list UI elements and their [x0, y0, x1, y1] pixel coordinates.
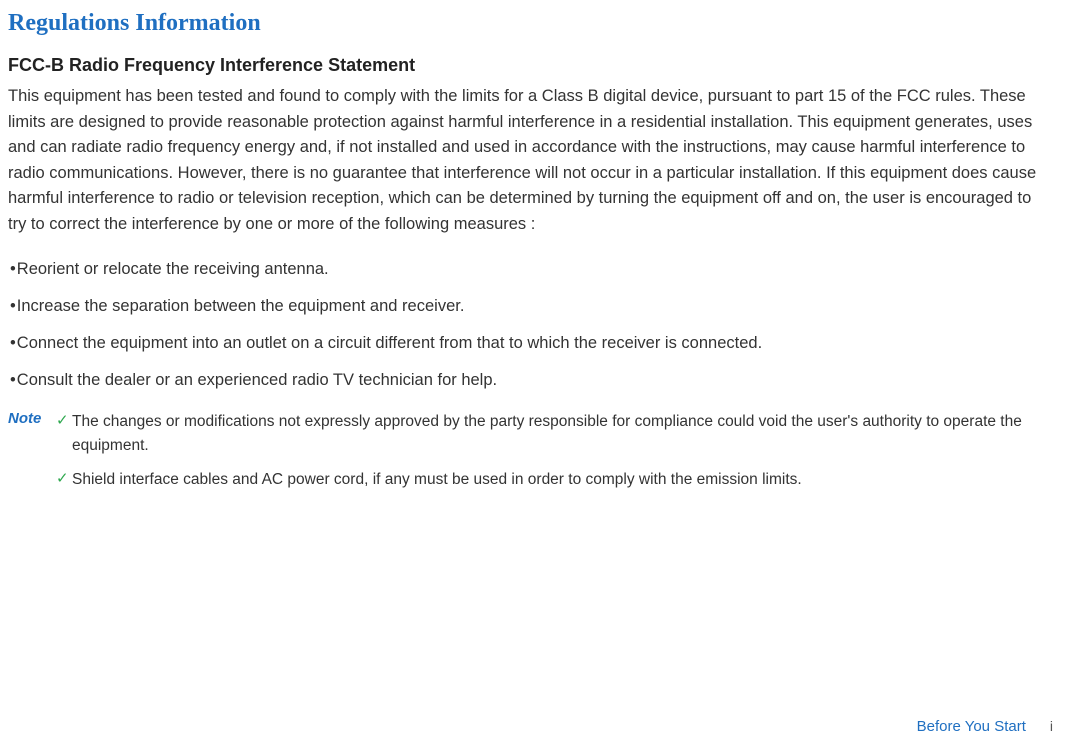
list-item: •Consult the dealer or an experienced ra… — [10, 368, 1053, 393]
bullet-text: Connect the equipment into an outlet on … — [17, 334, 762, 352]
list-item: •Increase the separation between the equ… — [10, 294, 1053, 319]
intro-paragraph: This equipment has been tested and found… — [8, 84, 1053, 237]
bullet-icon: • — [10, 297, 16, 315]
page-title: Regulations Information — [8, 10, 1053, 37]
bullet-text: Consult the dealer or an experienced rad… — [17, 371, 497, 389]
check-icon: ✓ — [56, 410, 72, 433]
list-item: •Connect the equipment into an outlet on… — [10, 331, 1053, 356]
bullet-icon: • — [10, 260, 16, 278]
bullet-list: •Reorient or relocate the receiving ante… — [10, 257, 1053, 392]
footer-section-label: Before You Start — [917, 718, 1026, 735]
bullet-text: Reorient or relocate the receiving anten… — [17, 260, 329, 278]
note-text: The changes or modifications not express… — [72, 410, 1053, 458]
section-subtitle: FCC-B Radio Frequency Interference State… — [8, 55, 1053, 76]
note-text: Shield interface cables and AC power cor… — [72, 468, 1053, 492]
footer-page-number: i — [1050, 718, 1053, 734]
bullet-text: Increase the separation between the equi… — [17, 297, 465, 315]
note-block: Note ✓ The changes or modifications not … — [8, 410, 1053, 492]
note-row: Note ✓ The changes or modifications not … — [8, 410, 1053, 458]
bullet-icon: • — [10, 371, 16, 389]
note-label: Note — [8, 410, 56, 427]
check-icon: ✓ — [56, 468, 72, 491]
bullet-icon: • — [10, 334, 16, 352]
note-row: ✓ Shield interface cables and AC power c… — [8, 468, 1053, 492]
page-footer: Before You Start i — [917, 718, 1053, 735]
list-item: •Reorient or relocate the receiving ante… — [10, 257, 1053, 282]
